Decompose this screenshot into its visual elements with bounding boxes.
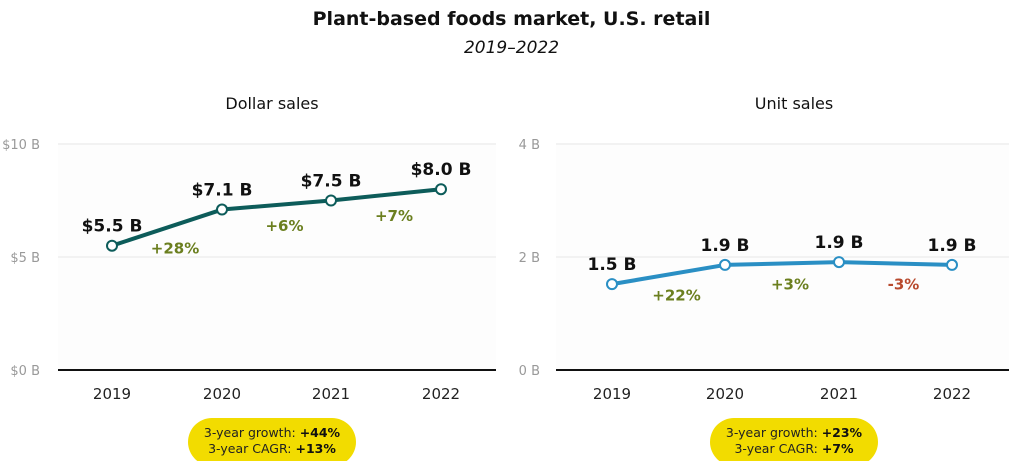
figure-subtitle: 2019–2022 xyxy=(463,38,560,58)
unit-data-label: 1.9 B xyxy=(928,236,977,256)
unit-change-label: -3% xyxy=(888,275,920,293)
x-tick-label: 2020 xyxy=(706,385,744,403)
growth-label: 3-year growth: xyxy=(725,425,818,440)
dollar-data-point xyxy=(325,194,337,207)
cagr-value: +7% xyxy=(821,441,854,456)
dollar-change-label: +7% xyxy=(375,207,413,225)
x-tick-label: 2019 xyxy=(593,385,631,403)
y-tick-label: $10 B xyxy=(2,138,40,153)
x-tick-label: 2021 xyxy=(820,385,858,403)
unit-data-point xyxy=(946,258,958,271)
y-tick-label: $0 B xyxy=(10,364,40,379)
unit-data-point xyxy=(833,256,845,269)
dollar-change-label: +28% xyxy=(151,240,199,258)
dollar-data-point xyxy=(216,203,228,216)
growth-label: 3-year growth: xyxy=(203,425,296,440)
unit-data-label: 1.9 B xyxy=(701,236,750,256)
cagr-label: 3-year CAGR: xyxy=(208,441,292,456)
dollar-summary-pill: 3-year growth: +44% 3-year CAGR: +13% xyxy=(188,418,356,461)
dollar-data-point xyxy=(435,183,447,196)
x-tick-label: 2022 xyxy=(422,385,460,403)
y-tick-label: 4 B xyxy=(519,138,540,153)
dollar-data-point xyxy=(106,239,118,252)
y-tick-label: 2 B xyxy=(519,251,540,266)
dollar-data-label: $5.5 B xyxy=(82,217,143,237)
growth-value: +44% xyxy=(299,425,341,440)
unit-data-label: 1.9 B xyxy=(815,233,864,253)
dollar-data-label: $8.0 B xyxy=(411,160,472,180)
unit-change-label: +3% xyxy=(771,275,809,293)
unit-chart-title: Unit sales xyxy=(755,94,833,113)
x-tick-label: 2019 xyxy=(93,385,131,403)
growth-value: +23% xyxy=(821,425,863,440)
unit-change-label: +22% xyxy=(652,287,700,305)
dollar-chart-title: Dollar sales xyxy=(225,94,318,113)
dollar-series-line xyxy=(111,187,442,248)
x-tick-label: 2020 xyxy=(203,385,241,403)
x-tick-label: 2021 xyxy=(312,385,350,403)
figure-title: Plant-based foods market, U.S. retail xyxy=(312,8,711,30)
unit-summary-pill: 3-year growth: +23% 3-year CAGR: +7% xyxy=(710,418,878,461)
dollar-data-label: $7.5 B xyxy=(301,172,362,192)
x-tick-label: 2022 xyxy=(933,385,971,403)
dollar-change-label: +6% xyxy=(265,217,303,235)
cagr-label: 3-year CAGR: xyxy=(734,441,818,456)
cagr-value: +13% xyxy=(295,441,336,456)
unit-data-point xyxy=(719,258,731,271)
unit-data-point xyxy=(606,278,618,291)
y-tick-label: 0 B xyxy=(519,364,540,379)
unit-series-line xyxy=(611,260,953,287)
dollar-data-label: $7.1 B xyxy=(192,181,253,201)
unit-data-label: 1.5 B xyxy=(588,255,637,275)
y-tick-label: $5 B xyxy=(10,251,40,266)
